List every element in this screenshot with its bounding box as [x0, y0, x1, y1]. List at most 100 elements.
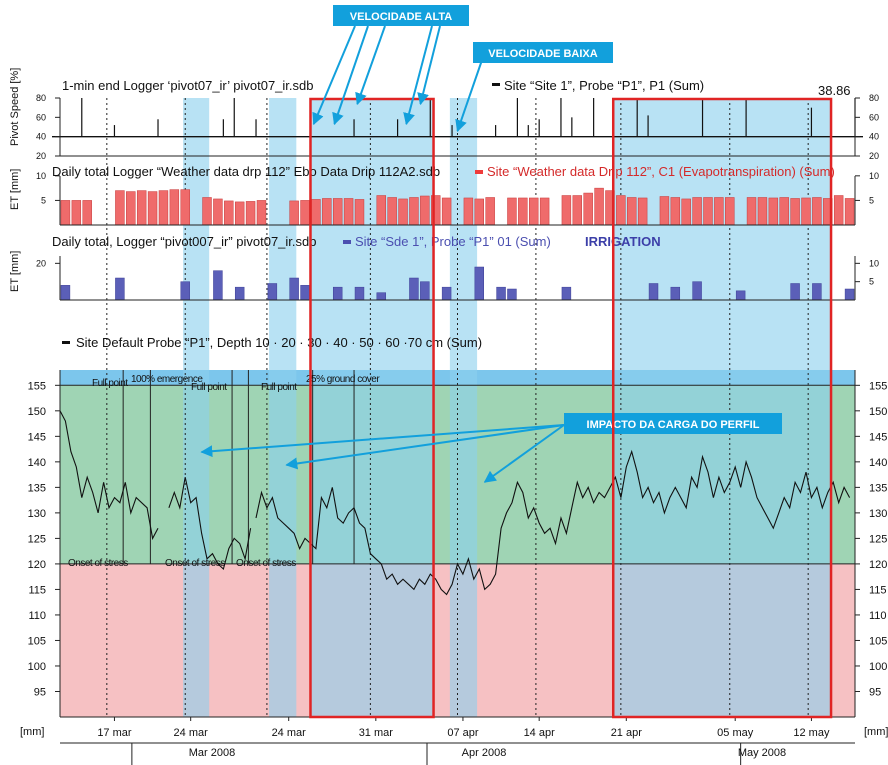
irrigation-bar [648, 283, 659, 301]
et-bar [213, 198, 223, 226]
et-bar [126, 191, 136, 226]
month-label-apr: Apr 2008 [462, 747, 507, 759]
irrigation-bar [289, 277, 299, 301]
annotation-full-point-2: Full point [191, 382, 227, 393]
y-tick-label-right: 110 [869, 610, 887, 622]
y-tick-label-left: 95 [34, 686, 46, 698]
et-bar [583, 192, 593, 226]
annotation-25-ground-cover: 25% ground cover [306, 374, 380, 385]
irrigation-bar [267, 283, 278, 301]
et-bar [202, 197, 212, 226]
soil-moisture-line [168, 477, 252, 571]
highlight-column [449, 98, 478, 717]
y-tick-label-right: 140 [869, 457, 887, 469]
et-bar [616, 195, 626, 226]
y-tick-label-right: 120 [869, 559, 887, 571]
high-speed-red-box [309, 97, 435, 719]
et-bar [387, 197, 397, 226]
y-tick-label-right: 145 [869, 431, 887, 443]
y-tick-label-left: 125 [28, 533, 46, 545]
callout-arrow [417, 25, 441, 106]
et-bar [158, 190, 169, 226]
et-bar [354, 199, 365, 226]
speed-panel-title: 1-min end Logger ‘pivot07_ir’ pivot07_ir… [62, 78, 314, 93]
y-tick-label-left: 145 [28, 431, 46, 443]
et-bar [692, 197, 702, 226]
et-bar [561, 195, 572, 226]
et-bar [332, 198, 343, 226]
et-bar [169, 189, 180, 226]
irrigation-bar [507, 288, 517, 301]
et-bar [82, 200, 92, 226]
speed-tick-label-right: 20 [869, 151, 879, 161]
et-tick-label-left: 5 [41, 195, 46, 205]
irrigation-tick-label-right: 10 [869, 258, 879, 268]
irrigation-panel-title: Daily total, Logger “pivot007_ir” pivot0… [52, 234, 316, 249]
y-tick-label-left: 110 [28, 610, 46, 622]
et-bar [115, 190, 125, 226]
irrigation-legend-swatch [343, 240, 351, 244]
y-tick-label-left: 135 [28, 482, 46, 494]
irrigation-bar [735, 290, 746, 301]
et-bar [474, 198, 484, 226]
callout-low-speed: VELOCIDADE BAIXA [488, 48, 597, 60]
et-bar [224, 200, 234, 226]
callout-high-speed: VELOCIDADE ALTA [350, 11, 453, 23]
et-bar [714, 197, 724, 226]
et-bar [485, 197, 495, 226]
y-tick-label-right: 115 [869, 584, 887, 596]
et-bar [343, 198, 354, 226]
et-bar [71, 200, 82, 226]
et-bar [539, 197, 550, 226]
et-bar [801, 197, 811, 226]
x-tick-label: 07 apr [447, 727, 479, 739]
irrigation-bar [409, 277, 419, 301]
x-tick-label: 12 may [793, 727, 830, 739]
irrigation-bar [180, 281, 190, 301]
et-bar [256, 200, 267, 226]
speed-tick-label-left: 80 [36, 93, 46, 103]
y-tick-label-left: 105 [28, 635, 46, 647]
et-bar [529, 197, 539, 226]
gridlines [60, 98, 855, 717]
highlight-column [310, 98, 434, 717]
et-bar [245, 201, 256, 226]
et-bar [681, 198, 691, 226]
y-tick-label-right: 100 [869, 661, 887, 673]
speed-tick-label-right: 60 [869, 112, 879, 122]
callout-arrow [403, 25, 433, 126]
x-tick-label: 05 may [717, 727, 754, 739]
speed-legend-swatch [492, 83, 500, 86]
annotation-100-emergence: 100% emergence [131, 374, 203, 385]
annotation-full-point-3: Full point [261, 382, 297, 393]
month-label-mar: Mar 2008 [189, 747, 235, 759]
annotation-onset-stress-1: Onset of stress [68, 558, 128, 569]
et-panel-legend: Site “Weather data Drip 112”, C1 (Evapot… [487, 164, 835, 179]
et-bar [463, 197, 474, 226]
y-tick-label-left: 120 [28, 559, 46, 571]
irrigation-bar [60, 285, 71, 301]
x-tick-label: 24 mar [272, 727, 307, 739]
y-tick-label-right: 105 [869, 635, 887, 647]
et-bar [180, 189, 190, 226]
irrigation-bar [474, 266, 484, 301]
annotation-onset-stress-3: Onset of stress [236, 558, 296, 569]
speed-tick-label-right: 80 [869, 93, 879, 103]
et-bar [779, 197, 789, 226]
et-bar [670, 197, 681, 226]
et-bar [703, 197, 713, 226]
irrigation-tick-label-left: 20 [36, 258, 46, 268]
speed-tick-label-right: 40 [869, 132, 879, 142]
et-bar [637, 197, 648, 226]
callout-profile-impact: IMPACTO DA CARGA DO PERFIL [587, 419, 760, 431]
y-tick-label-left: 100 [28, 661, 46, 673]
y-tick-label-left: 140 [28, 457, 46, 469]
speed-tick-label-left: 20 [36, 151, 46, 161]
irrigation-bar [300, 285, 310, 301]
et-tick-label-right: 10 [869, 171, 879, 181]
annotation-onset-stress-2: Onset of stress [165, 558, 225, 569]
y-tick-label-right: 95 [869, 686, 881, 698]
irrigation-bar [790, 283, 800, 301]
et-bar [659, 196, 670, 226]
y-axis-label-irrigation: ET [mm] [9, 251, 21, 292]
